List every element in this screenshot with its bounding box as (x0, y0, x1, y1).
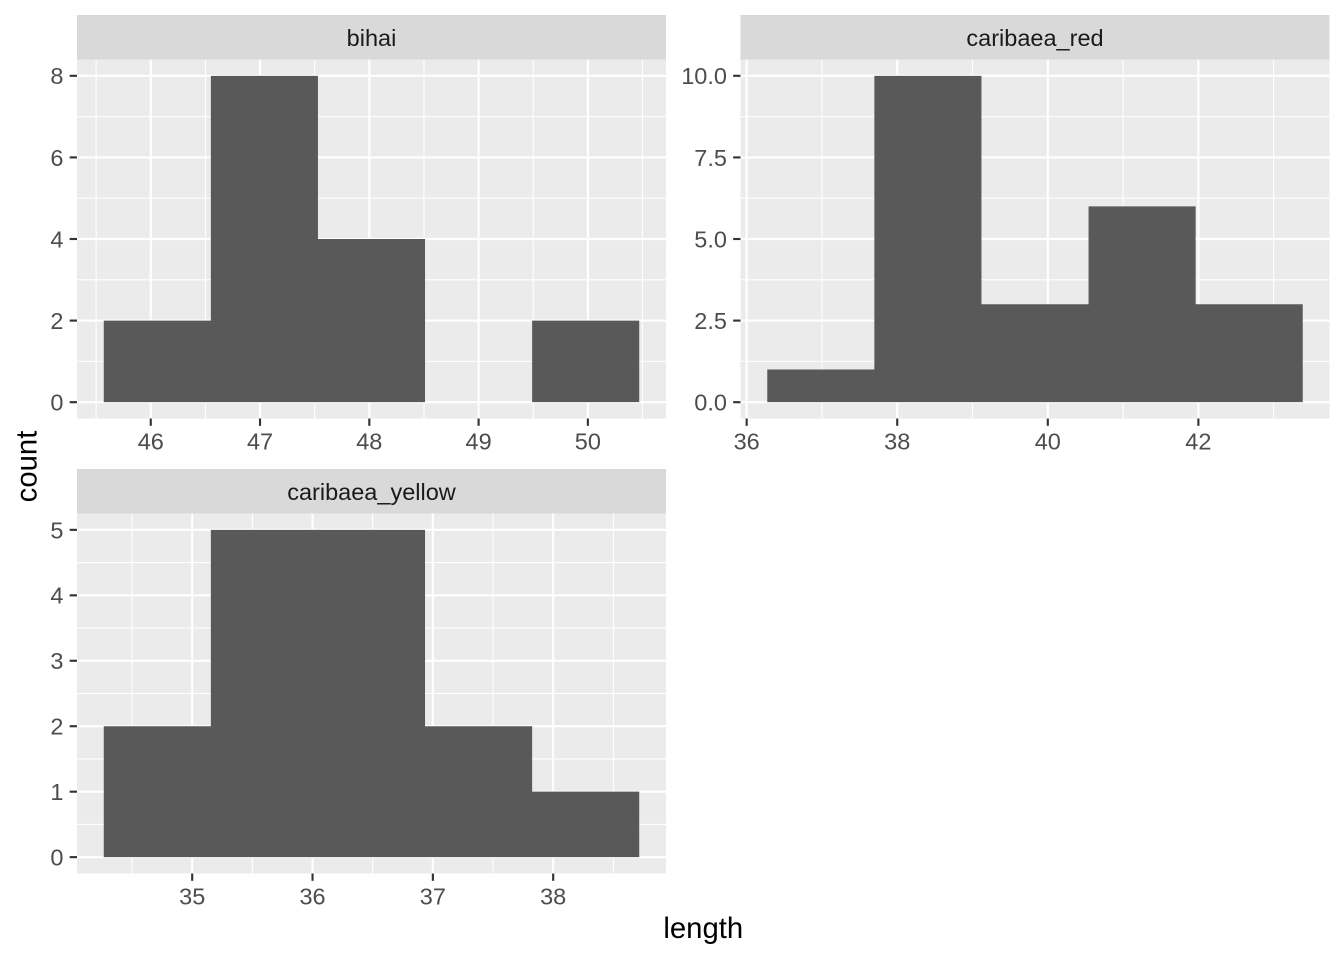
svg-text:caribaea_red: caribaea_red (966, 25, 1103, 51)
svg-text:38: 38 (540, 884, 566, 910)
svg-text:4: 4 (50, 583, 63, 609)
svg-text:47: 47 (247, 429, 273, 455)
svg-text:2.5: 2.5 (694, 308, 727, 334)
svg-text:38: 38 (884, 429, 910, 455)
svg-text:length: length (663, 912, 743, 945)
svg-text:1: 1 (50, 779, 63, 805)
svg-text:36: 36 (734, 429, 760, 455)
svg-text:2: 2 (50, 714, 63, 740)
svg-text:caribaea_yellow: caribaea_yellow (287, 479, 457, 505)
svg-text:49: 49 (466, 429, 492, 455)
svg-text:35: 35 (179, 884, 205, 910)
svg-text:7.5: 7.5 (694, 145, 727, 171)
svg-text:42: 42 (1185, 429, 1211, 455)
svg-text:bihai: bihai (347, 25, 397, 51)
svg-text:2: 2 (50, 308, 63, 334)
svg-text:0: 0 (50, 845, 63, 871)
svg-text:0.0: 0.0 (694, 390, 727, 416)
svg-text:5: 5 (50, 517, 63, 543)
svg-text:36: 36 (299, 884, 325, 910)
svg-text:6: 6 (50, 145, 63, 171)
svg-text:4: 4 (50, 226, 63, 252)
svg-text:48: 48 (356, 429, 382, 455)
svg-text:8: 8 (50, 63, 63, 89)
svg-text:0: 0 (50, 390, 63, 416)
svg-text:5.0: 5.0 (694, 226, 727, 252)
svg-text:37: 37 (420, 884, 446, 910)
svg-text:count: count (11, 431, 44, 503)
svg-text:50: 50 (575, 429, 601, 455)
svg-text:40: 40 (1035, 429, 1061, 455)
svg-text:3: 3 (50, 648, 63, 674)
svg-text:10.0: 10.0 (681, 63, 727, 89)
svg-text:46: 46 (138, 429, 164, 455)
